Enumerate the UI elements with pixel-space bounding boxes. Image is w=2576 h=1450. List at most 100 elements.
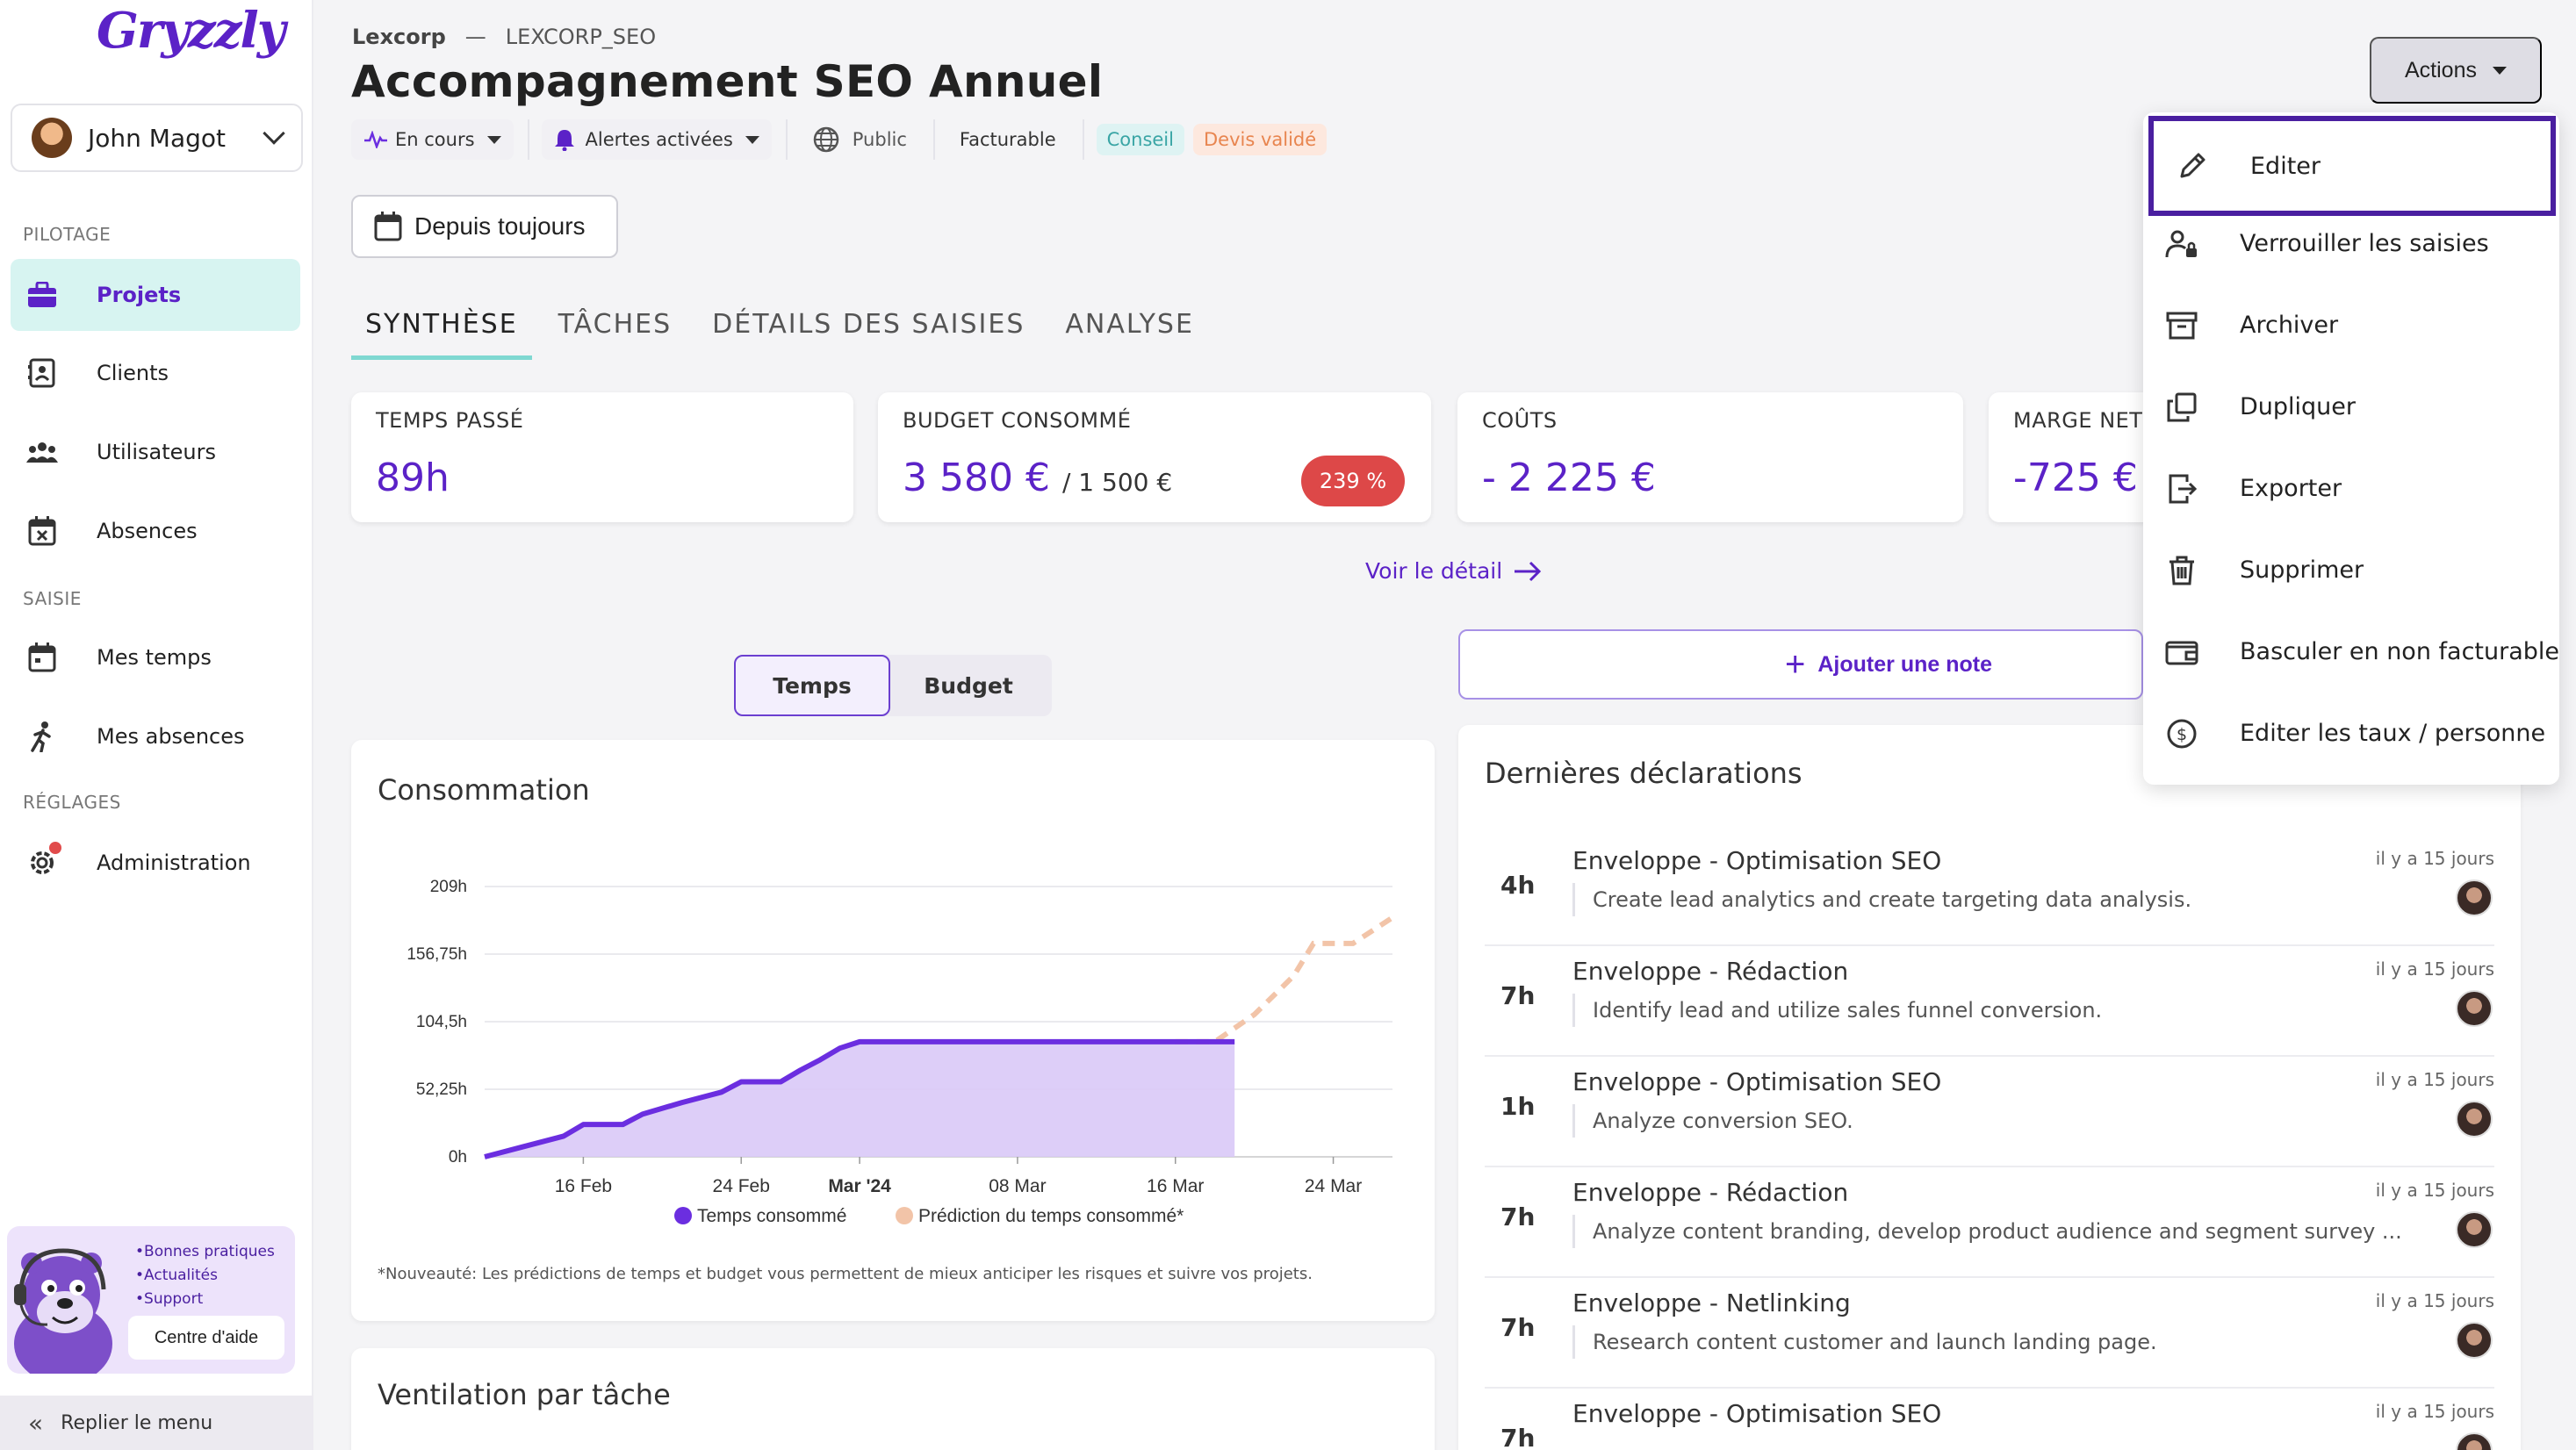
- tab-analyse[interactable]: ANALYSE: [1065, 309, 1194, 340]
- sidebar-item-absences[interactable]: Absences: [11, 495, 300, 567]
- stat-value: - 2 225 €: [1482, 456, 1656, 500]
- declaration-time-ago: il y a 15 jours: [2375, 1180, 2494, 1201]
- export-icon: [2164, 471, 2199, 506]
- sidebar-item-utilisateurs[interactable]: Utilisateurs: [11, 416, 300, 488]
- prediction-line: [1175, 915, 1394, 1044]
- declaration-time-ago: il y a 15 jours: [2375, 1401, 2494, 1422]
- sidebar-item-projets[interactable]: Projets: [11, 259, 300, 331]
- menu-item-non-facturable[interactable]: Basculer en non facturable: [2143, 611, 2559, 693]
- stat-value-row: 3 580 € / 1 500 €: [903, 456, 1407, 500]
- date-range-button[interactable]: Depuis toujours: [351, 195, 618, 258]
- declaration-envelope: Enveloppe - Optimisation SEO: [1572, 846, 1942, 875]
- menu-item-label: Dupliquer: [2240, 393, 2357, 420]
- user-selector[interactable]: John Magot: [11, 104, 303, 172]
- alerts-dropdown[interactable]: Alertes activées: [541, 119, 772, 160]
- declaration-description: Research content customer and launch lan…: [1572, 1325, 2157, 1359]
- x-tick-label: 16 Mar: [1147, 1176, 1204, 1196]
- declaration-envelope: Enveloppe - Optimisation SEO: [1572, 1067, 1942, 1096]
- toggle-budget[interactable]: Budget: [924, 672, 1013, 699]
- gryzzly-logo[interactable]: Gryzzly: [97, 2, 285, 60]
- divider: [1082, 119, 1084, 160]
- toggle-temps[interactable]: Temps: [734, 655, 890, 716]
- menu-item-editer-taux[interactable]: $ Editer les taux / personne: [2143, 693, 2559, 774]
- double-chevron-left-icon: «: [28, 1408, 44, 1438]
- declaration-row[interactable]: 7h Enveloppe - Netlinking Research content…: [1485, 1278, 2494, 1389]
- billing-label: Facturable: [959, 129, 1056, 150]
- declaration-row[interactable]: 1h Enveloppe - Optimisation SEO Analyze co…: [1485, 1057, 2494, 1167]
- help-link-bonnes-pratiques[interactable]: •Bonnes pratiques: [135, 1243, 275, 1260]
- sidebar-item-label: Clients: [97, 361, 169, 385]
- breadcrumb-client[interactable]: Lexcorp: [352, 25, 446, 49]
- stat-value: -725 €: [2013, 456, 2138, 500]
- tab-synthese[interactable]: SYNTHÈSE: [351, 302, 532, 360]
- menu-item-label: Exporter: [2240, 475, 2342, 502]
- help-link-actualites[interactable]: •Actualités: [135, 1267, 218, 1284]
- menu-item-supprimer[interactable]: Supprimer: [2143, 529, 2559, 611]
- menu-item-dupliquer[interactable]: Dupliquer: [2143, 366, 2559, 448]
- wallet-icon: [2164, 635, 2199, 670]
- project-tabs: SYNTHÈSE TÂCHES DÉTAILS DES SAISIES ANAL…: [351, 302, 1220, 360]
- see-detail-link[interactable]: Voir le détail: [1365, 558, 1543, 584]
- status-dropdown[interactable]: En cours: [351, 119, 514, 160]
- tab-taches[interactable]: TÂCHES: [558, 309, 673, 340]
- declaration-row[interactable]: 7h Enveloppe - Optimisation SEO il y a 15 …: [1485, 1389, 2494, 1450]
- sidebar-item-administration[interactable]: Administration: [11, 827, 300, 899]
- collapse-menu-label: Replier le menu: [61, 1411, 213, 1434]
- visibility-label: Public: [852, 129, 907, 150]
- declaration-row[interactable]: 7h Enveloppe - Rédaction Identify lead and…: [1485, 946, 2494, 1057]
- x-tick-label: Mar '24: [828, 1176, 891, 1196]
- divider: [785, 119, 788, 160]
- menu-item-archiver[interactable]: Archiver: [2143, 284, 2559, 366]
- actions-button[interactable]: Actions: [2370, 37, 2542, 104]
- declaration-envelope: Enveloppe - Netlinking: [1572, 1288, 1851, 1317]
- declaration-row[interactable]: 4h Enveloppe - Optimisation SEO Create lea…: [1485, 836, 2494, 946]
- activity-icon: [364, 131, 387, 148]
- x-tick-label: 24 Feb: [713, 1176, 770, 1196]
- sidebar-item-label: Absences: [97, 519, 198, 543]
- consumed-area: [485, 1041, 1235, 1157]
- menu-item-exporter[interactable]: Exporter: [2143, 448, 2559, 529]
- x-tick-label: 16 Feb: [555, 1176, 612, 1196]
- card-title: Ventilation par tâche: [378, 1378, 671, 1411]
- declaration-hours: 4h: [1500, 871, 1536, 900]
- consumed-line: [484, 1038, 1235, 1159]
- x-tick-label: 08 Mar: [989, 1176, 1046, 1196]
- page-title: Accompagnement SEO Annuel: [351, 56, 1104, 107]
- menu-item-label: Editer: [2250, 152, 2321, 180]
- chart-footnote: *Nouveauté: Les prédictions de temps et …: [378, 1265, 1313, 1283]
- declaration-description: Analyze conversion SEO.: [1572, 1104, 1853, 1138]
- declaration-envelope: Enveloppe - Rédaction: [1572, 1178, 1849, 1207]
- declaration-row[interactable]: 7h Enveloppe - Rédaction Analyze content b…: [1485, 1167, 2494, 1278]
- y-tick-label: 52,25h: [416, 1080, 467, 1099]
- menu-item-verrouiller[interactable]: Verrouiller les saisies: [2143, 203, 2559, 284]
- sidebar-item-clients[interactable]: Clients: [11, 337, 300, 409]
- declaration-user-avatar: [2456, 1211, 2493, 1248]
- declarations-card: Dernières déclarations 4h Enveloppe - Opt…: [1458, 725, 2521, 1450]
- tab-details-saisies[interactable]: DÉTAILS DES SAISIES: [712, 309, 1025, 340]
- section-title-pilotage: PILOTAGE: [23, 224, 112, 245]
- user-avatar: [32, 118, 72, 158]
- chevron-down-icon: [263, 122, 285, 145]
- sidebar-item-mes-absences[interactable]: Mes absences: [11, 700, 300, 772]
- card-title: Dernières déclarations: [1485, 757, 1802, 790]
- declaration-envelope: Enveloppe - Optimisation SEO: [1572, 1399, 1942, 1428]
- add-note-button[interactable]: + Ajouter une note: [1458, 629, 2143, 700]
- x-tick-label: 24 Mar: [1305, 1176, 1362, 1196]
- sidebar-item-mes-temps[interactable]: Mes temps: [11, 621, 300, 693]
- legend-label: Temps consommé: [697, 1206, 846, 1226]
- divider: [527, 119, 529, 160]
- collapse-menu-button[interactable]: « Replier le menu: [0, 1396, 313, 1450]
- declaration-description: Identify lead and utilize sales funnel c…: [1572, 994, 2102, 1027]
- help-center-button[interactable]: Centre d'aide: [128, 1316, 284, 1360]
- copy-icon: [2164, 390, 2199, 425]
- y-tick-label: 104,5h: [416, 1013, 467, 1031]
- help-links: •Bonnes pratiques •Actualités •Support: [135, 1240, 275, 1311]
- alerts-label: Alertes activées: [585, 129, 733, 150]
- declaration-time-ago: il y a 15 jours: [2375, 848, 2494, 869]
- menu-item-editer[interactable]: Editer: [2148, 116, 2556, 216]
- declaration-envelope: Enveloppe - Rédaction: [1572, 957, 1849, 986]
- breadcrumb-separator: —: [464, 25, 486, 49]
- help-link-support[interactable]: •Support: [135, 1290, 204, 1308]
- budget-percent-badge: 239 %: [1301, 456, 1405, 506]
- stat-card-costs: COÛTS - 2 225 €: [1457, 392, 1963, 522]
